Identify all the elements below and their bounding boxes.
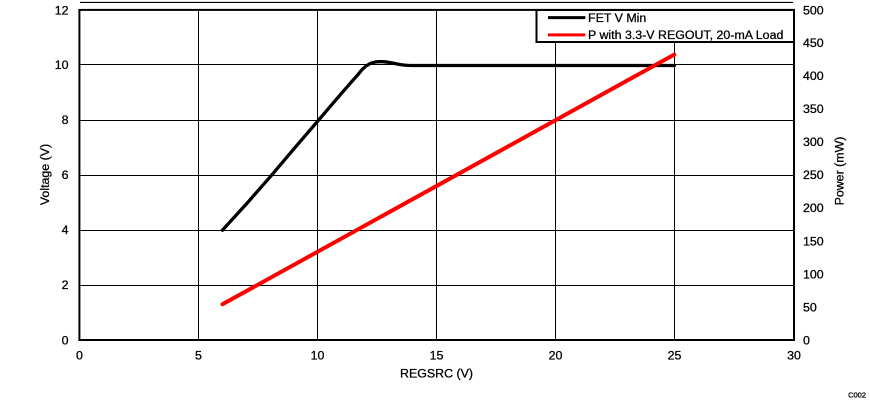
svg-text:100: 100: [803, 267, 824, 281]
svg-text:REGSRC (V): REGSRC (V): [400, 366, 473, 380]
svg-text:P with 3.3-V REGOUT, 20-mA Loa: P with 3.3-V REGOUT, 20-mA Load: [588, 28, 783, 42]
svg-text:400: 400: [803, 69, 824, 83]
svg-text:Power (mW): Power (mW): [832, 137, 846, 206]
svg-text:10: 10: [311, 349, 325, 363]
svg-text:50: 50: [803, 300, 817, 314]
svg-text:0: 0: [76, 349, 83, 363]
svg-text:15: 15: [430, 349, 444, 363]
svg-text:350: 350: [803, 102, 824, 116]
svg-text:450: 450: [803, 36, 824, 50]
svg-text:8: 8: [62, 113, 69, 127]
svg-text:250: 250: [803, 168, 824, 182]
svg-text:12: 12: [55, 4, 69, 18]
svg-text:C002: C002: [848, 391, 866, 400]
svg-text:20: 20: [549, 349, 563, 363]
svg-text:500: 500: [803, 4, 824, 18]
svg-text:Voltage (V): Voltage (V): [38, 144, 52, 205]
svg-text:2: 2: [62, 278, 69, 292]
svg-text:0: 0: [803, 333, 810, 347]
svg-text:FET V Min: FET V Min: [588, 11, 646, 25]
svg-text:4: 4: [62, 223, 69, 237]
svg-text:200: 200: [803, 201, 824, 215]
svg-text:5: 5: [195, 349, 202, 363]
svg-text:30: 30: [787, 349, 801, 363]
svg-text:10: 10: [55, 58, 69, 72]
svg-text:0: 0: [62, 333, 69, 347]
svg-text:150: 150: [803, 234, 824, 248]
svg-text:300: 300: [803, 135, 824, 149]
svg-text:6: 6: [62, 168, 69, 182]
svg-text:25: 25: [668, 349, 682, 363]
